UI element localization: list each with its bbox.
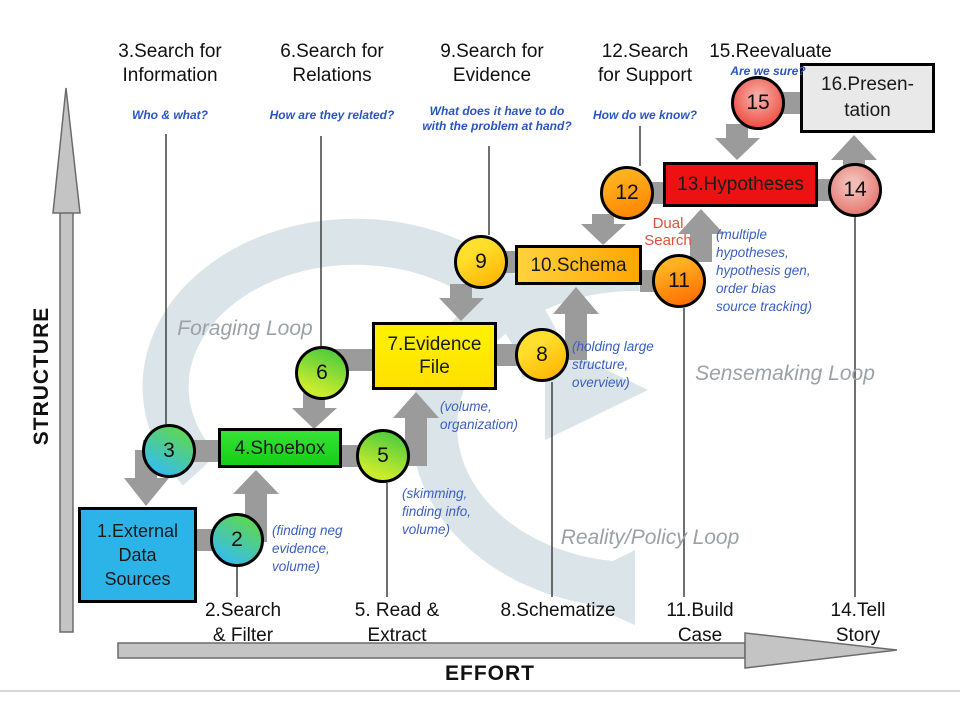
annotation-volume-organization: (volume, organization) [440,399,519,432]
process-node-11: 11 [652,254,706,308]
step-label-14-tell-story: 14.Tell Story [830,600,886,646]
process-node-5: 5 [356,429,410,483]
arrow-11-up-to-hypotheses [678,209,724,262]
box-presentation: 16.Presen- tation [800,63,935,133]
loop-label-foraging: Foraging Loop [177,317,313,340]
process-node-14: 14 [828,163,882,217]
step-question-9: What does it have to do with the problem… [422,104,572,133]
down-arrows [124,124,760,506]
annotation-skimming-finding-info: (skimming, finding info, volume) [402,486,472,537]
arrow-9-down-to-evidence-file [439,284,484,321]
step-label-12-search-support: 12.Search for Support [598,41,692,86]
process-node-6: 6 [295,346,349,400]
annotation-holding-large-structure: (holding large structure, overview) [572,339,654,390]
loop-label-reality-policy: Reality/Policy Loop [560,526,740,549]
effort-axis-label: EFFORT [445,662,535,685]
arrow-15-down-to-hypotheses [715,124,760,160]
step-question-15: Are we sure? [730,64,806,78]
step-question-6: How are they related? [269,108,395,122]
process-node-8: 8 [515,328,569,382]
structure-axis-label: STRUCTURE [30,306,53,446]
sensemaking-loop-arrowhead-icon [555,550,635,625]
step-label-8-schematize: 8.Schematize [500,600,616,621]
foraging-loop-arrowhead-icon [545,340,648,440]
box-shoebox: 4.Shoebox [218,428,342,468]
step-label-5-read-extract: 5. Read & Extract [354,600,440,646]
loop-label-sensemaking: Sensemaking Loop [695,362,875,385]
box-schema: 10.Schema [515,245,642,285]
step-label-6-search-relations: 6.Search for Relations [280,41,384,86]
process-node-15: 15 [731,76,785,130]
arrow-5-up-to-evidence-file [393,392,439,466]
step-question-3: Who & what? [132,108,208,122]
box-external-data-sources: 1.External Data Sources [78,507,197,603]
effort-axis-arrow [117,632,898,669]
process-node-3: 3 [142,424,196,478]
step-label-9-search-evidence: 9.Search for Evidence [440,41,544,86]
annotation-finding-neg-evidence: (finding neg evidence, volume) [272,523,343,574]
step-question-12: How do we know? [593,108,697,122]
reference-lines [165,126,856,597]
annotation-multiple-hypotheses: (multiple hypotheses, hypothesis gen, or… [716,227,813,314]
step-label-15-reevaluate: 15.Reevaluate [709,41,832,62]
process-node-2: 2 [210,513,264,567]
dual-search-label: Dual Search [644,215,692,249]
process-node-9: 9 [454,235,508,289]
step-label-3-search-information: 3.Search for Information [118,41,222,86]
arrow-8-up-to-schema [553,287,599,360]
arrow-12-down-to-schema [581,214,626,245]
step-label-11-build-case: 11.Build Case [666,600,734,646]
slide-bottom-divider [0,690,960,692]
box-evidence-file: 7.Evidence File [372,322,497,390]
process-node-12: 12 [600,166,654,220]
box-hypotheses: 13.Hypotheses [663,162,818,207]
step-label-2-search-filter: 2.Search & Filter [204,600,282,646]
structure-axis-arrow [52,87,81,633]
